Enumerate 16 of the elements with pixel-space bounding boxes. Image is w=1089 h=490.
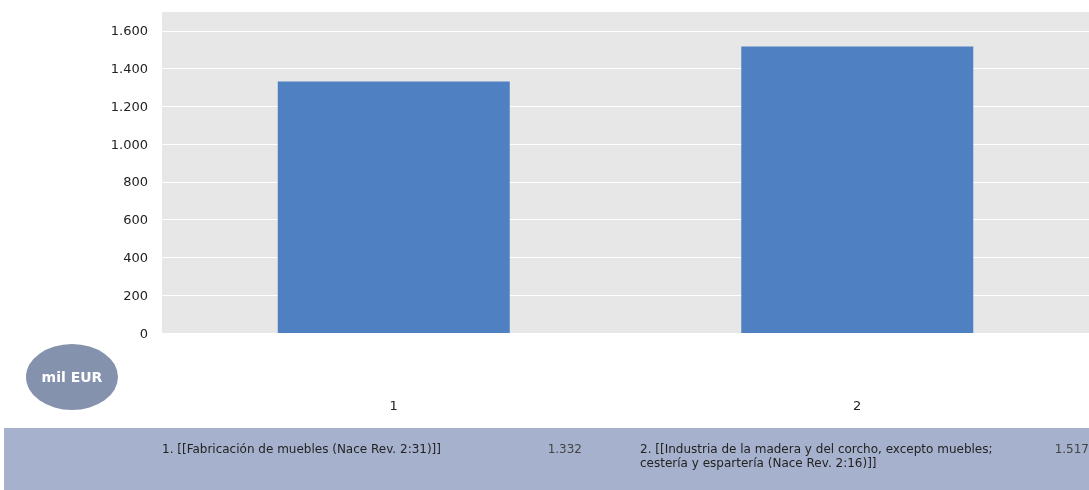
y-tick-label: 1.600: [110, 23, 148, 39]
y-tick-label: 800: [123, 174, 148, 190]
y-tick-label: 1.200: [110, 98, 148, 114]
data-label: 1.332: [546, 442, 582, 458]
y-tick-label: 600: [123, 212, 148, 228]
x-tick-label: 1: [389, 398, 398, 413]
y-tick-label: 200: [123, 287, 148, 303]
y-tick-label: 1.400: [110, 61, 148, 77]
text: 1. [[Fabricación de muebles (Nace Rev. 2:31)]]: [162, 442, 442, 458]
data-label: 1.517: [1053, 442, 1089, 458]
text: 2. [[Industria de la madera y del corcho, excepto muebles; cestería y espartería (Nace Rev. 2:16)]]: [640, 442, 994, 472]
y-tick-label: 1.000: [110, 136, 148, 152]
x-tick-label: 2: [853, 398, 862, 413]
y-axis-title: mil EUR: [41, 369, 103, 385]
y-tick-label: 400: [123, 249, 148, 265]
y-tick-label: 0: [139, 325, 148, 341]
